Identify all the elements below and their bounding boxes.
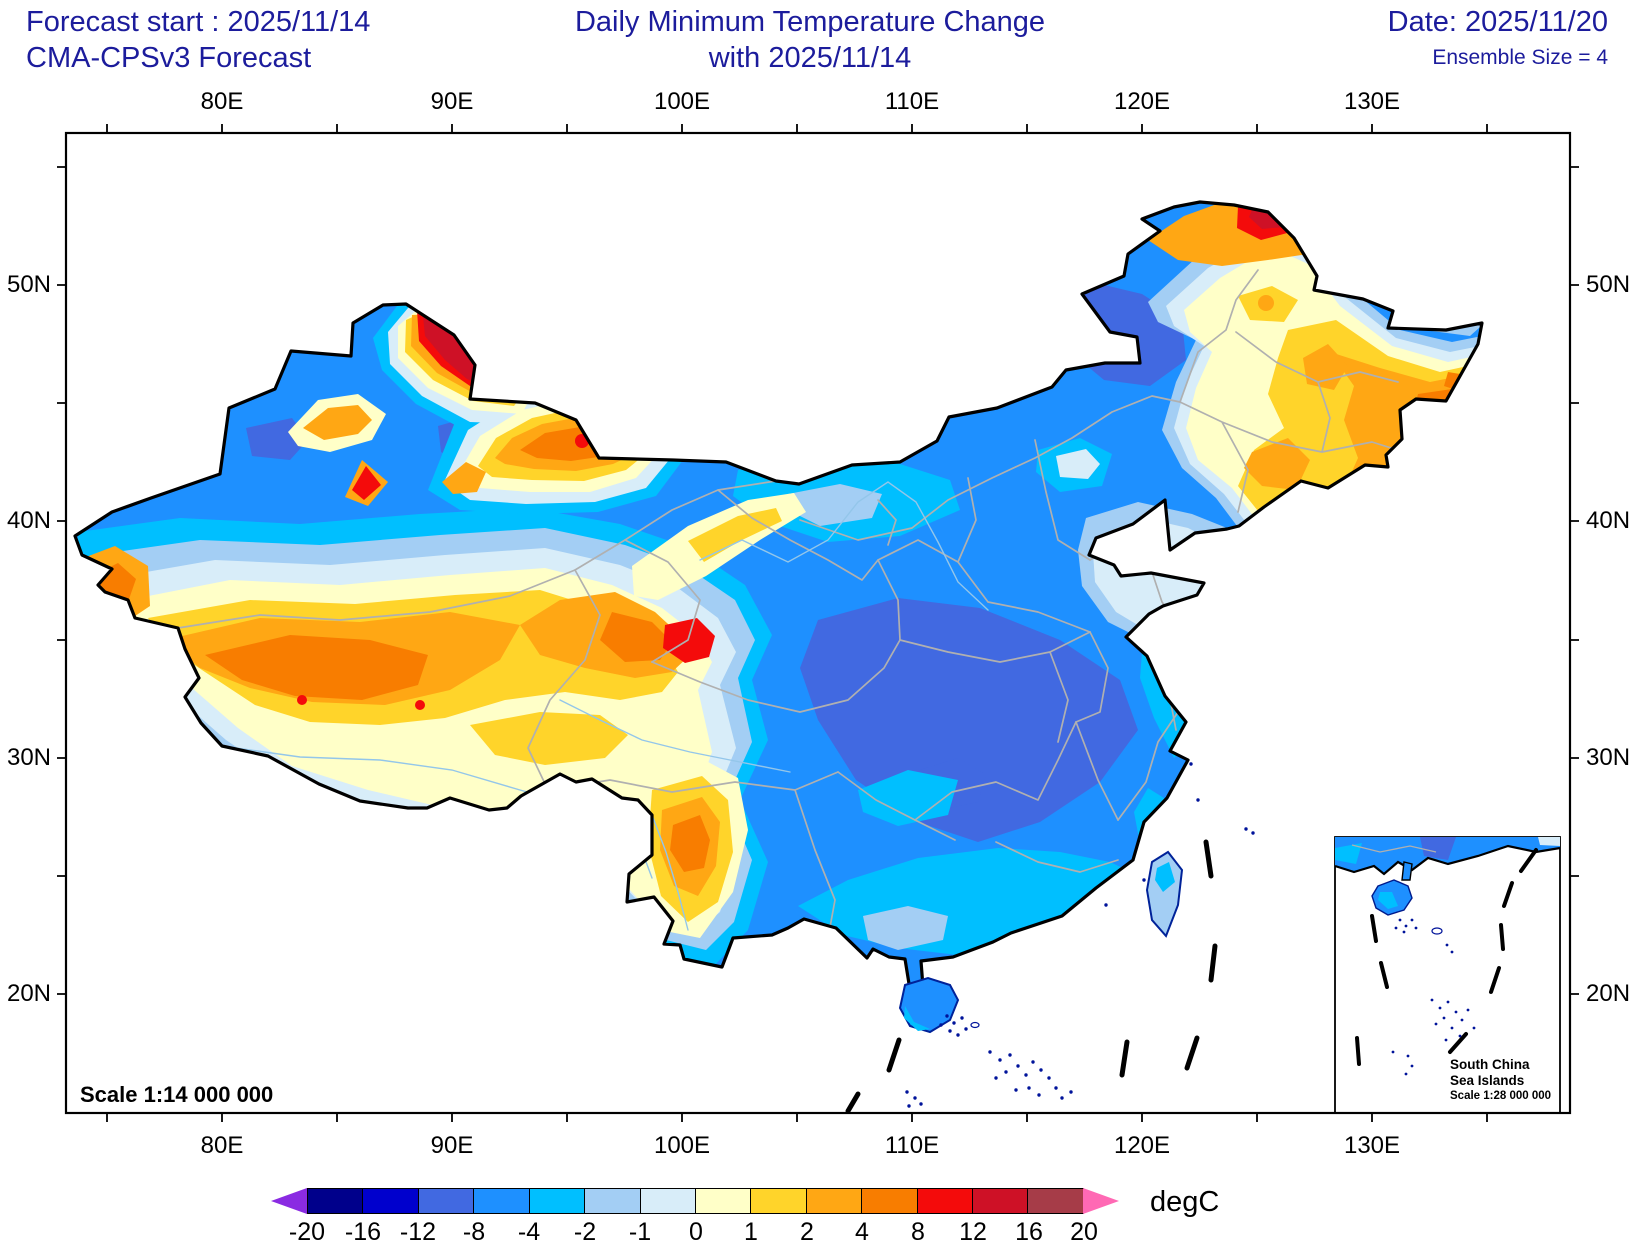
colorbar-cell — [750, 1189, 806, 1213]
model-name-label: CMA-CPSv3 Forecast — [26, 42, 312, 74]
south-china-sea-inset — [1334, 836, 1561, 1114]
lon-label-top-110e: 110E — [884, 88, 940, 115]
colorbar-tick: 0 — [689, 1218, 703, 1246]
lon-label-top-80e: 80E — [200, 88, 244, 115]
china-contour-field — [75, 202, 1482, 990]
colorbar-tick: 2 — [800, 1218, 814, 1246]
lon-label-top-90e: 90E — [430, 88, 474, 115]
colorbar-cell — [584, 1189, 640, 1213]
colorbar-cell — [362, 1189, 418, 1213]
colorbar-cell — [528, 1189, 585, 1213]
colorbar-cell — [639, 1189, 695, 1213]
ensemble-size-label: Ensemble Size = 4 — [1432, 46, 1608, 69]
lat-label-right-30n: 30N — [1586, 744, 1631, 771]
colorbar-cell — [861, 1189, 917, 1213]
colorbar-tick: -8 — [462, 1218, 486, 1246]
colorbar-tick: 8 — [911, 1218, 925, 1246]
inset-caption-line2: Sea Islands — [1450, 1073, 1525, 1088]
axis-ticks — [57, 124, 1579, 1122]
lon-label-top-120e: 120E — [1113, 88, 1171, 115]
lat-label-left-50n: 50N — [6, 271, 51, 298]
province-borders — [177, 269, 1405, 939]
colorbar-cell — [916, 1189, 973, 1213]
sea-islands-dots — [905, 762, 1255, 1108]
map-frame — [64, 131, 1572, 1115]
colorbar-tick: -16 — [344, 1218, 382, 1246]
lon-label-bottom-120e: 120E — [1113, 1132, 1171, 1159]
colorbar-tick: -20 — [288, 1218, 326, 1246]
lat-label-right-50n: 50N — [1586, 271, 1631, 298]
colorbar-cell — [473, 1189, 529, 1213]
map-scale-label: Scale 1:14 000 000 — [80, 1082, 274, 1107]
forecast-start-label: Forecast start : 2025/11/14 — [26, 6, 371, 38]
inset-scale-label: Scale 1:28 000 000 — [1450, 1090, 1552, 1102]
lon-label-bottom-130e: 130E — [1343, 1132, 1401, 1159]
colorbar-tick: -2 — [573, 1218, 597, 1246]
plot-title: Daily Minimum Temperature Change — [574, 6, 1046, 38]
colorbar-tick: -1 — [628, 1218, 652, 1246]
lat-label-left-20n: 20N — [6, 980, 51, 1007]
colorbar-cell — [694, 1189, 751, 1213]
colorbar-tick: -12 — [399, 1218, 437, 1246]
valid-date-label: Date: 2025/11/20 — [1387, 6, 1608, 38]
hainan-island — [898, 976, 960, 1034]
colorbar-cell — [805, 1189, 862, 1213]
lat-label-right-20n: 20N — [1586, 980, 1631, 1007]
colorbar-tick: 4 — [855, 1218, 869, 1246]
nine-dash-line — [845, 839, 1218, 1114]
colorbar-tick: 20 — [1070, 1218, 1098, 1246]
lat-label-left-30n: 30N — [6, 744, 51, 771]
colorbar-cell — [417, 1189, 474, 1213]
colorbar-unit-label: degC — [1150, 1186, 1220, 1218]
lon-label-bottom-90e: 90E — [430, 1132, 474, 1159]
lon-label-bottom-80e: 80E — [200, 1132, 244, 1159]
lat-label-left-40n: 40N — [6, 507, 51, 534]
colorbar-tick: -4 — [517, 1218, 541, 1246]
colorbar-cell — [1027, 1189, 1083, 1213]
colorbar-cell — [972, 1189, 1028, 1213]
lon-label-top-100e: 100E — [653, 88, 711, 115]
colorbar-cell — [308, 1189, 363, 1213]
plot-subtitle: with 2025/11/14 — [708, 42, 912, 74]
lon-label-top-130e: 130E — [1343, 88, 1401, 115]
colorbar-tick: 16 — [1015, 1218, 1043, 1246]
lat-label-right-40n: 40N — [1586, 507, 1631, 534]
colorbar — [307, 1188, 1084, 1214]
inset-caption-line1: South China — [1450, 1057, 1530, 1072]
colorbar-tick: 12 — [959, 1218, 987, 1246]
lon-label-bottom-110e: 110E — [884, 1132, 940, 1159]
china-border-outline — [73, 200, 1484, 992]
lon-label-bottom-100e: 100E — [653, 1132, 711, 1159]
colorbar-tick: 1 — [744, 1218, 758, 1246]
taiwan-island — [1145, 850, 1184, 938]
